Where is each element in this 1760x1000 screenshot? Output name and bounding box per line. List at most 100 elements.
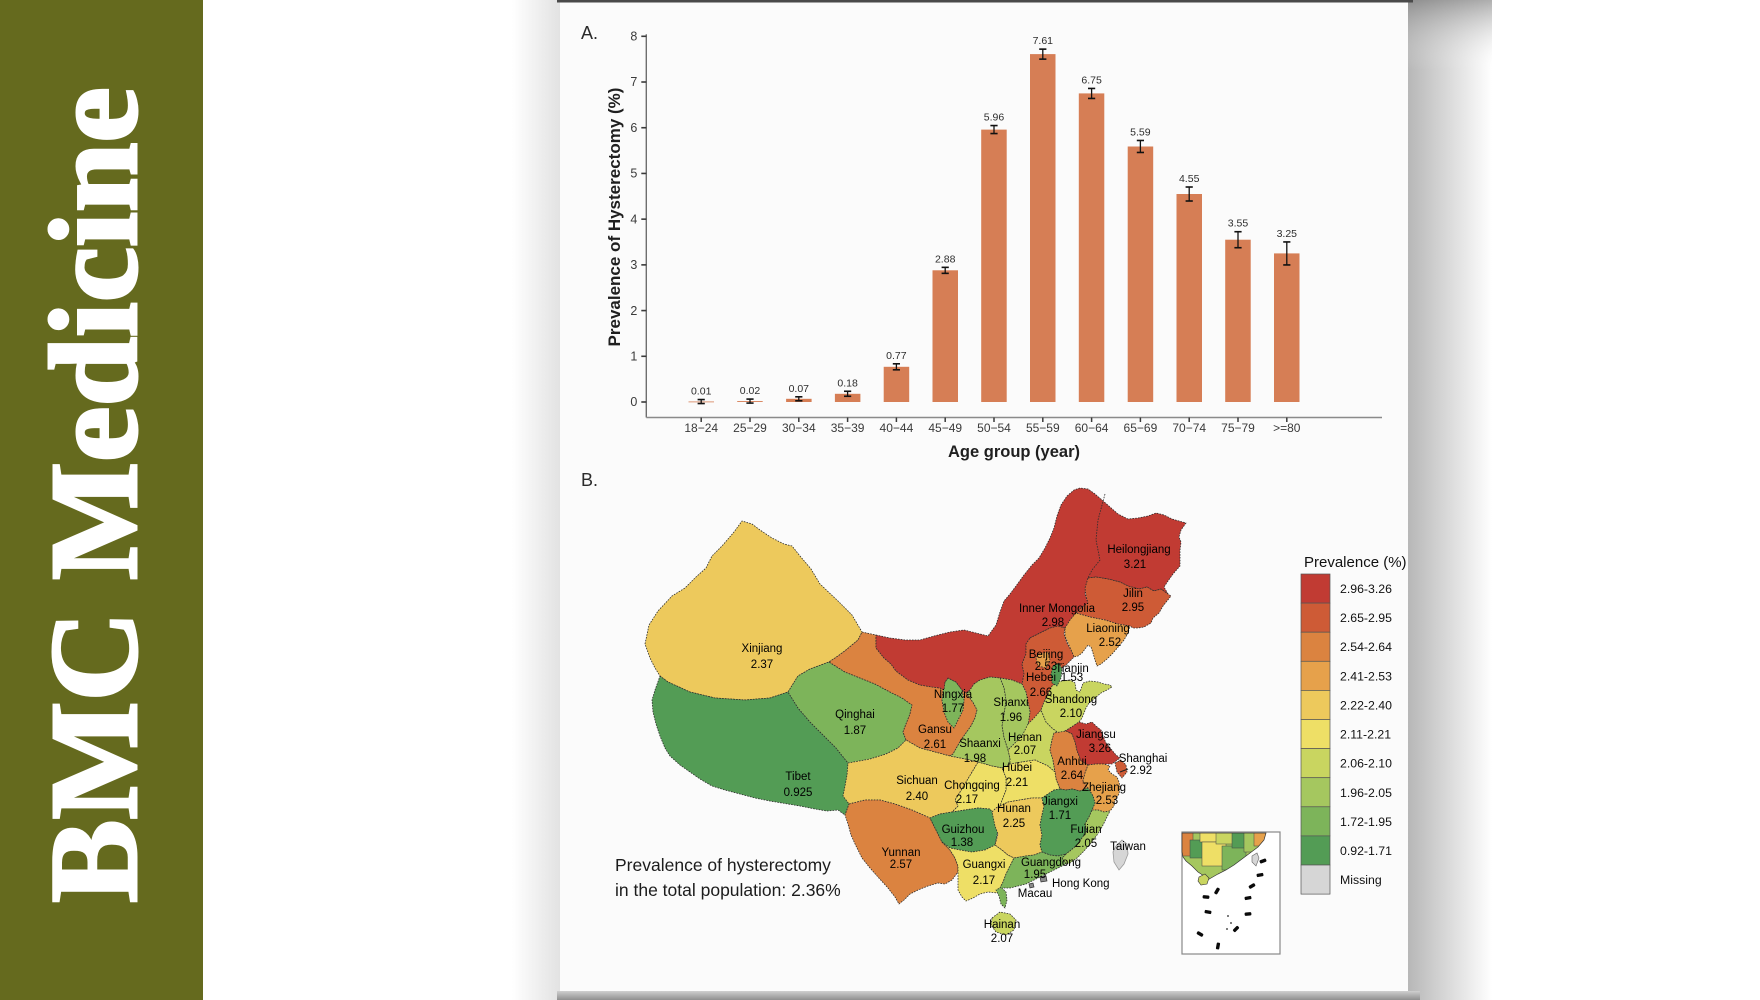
svg-text:Shandong: Shandong [1045,694,1097,706]
svg-text:Henan: Henan [1008,732,1042,744]
svg-text:2.11-2.21: 2.11-2.21 [1340,728,1391,742]
svg-text:Anhui: Anhui [1057,756,1086,768]
svg-text:50−54: 50−54 [977,421,1011,435]
svg-text:Inner Mongolia: Inner Mongolia [1019,603,1096,615]
svg-text:Jiangsu: Jiangsu [1076,729,1116,741]
svg-text:2.05: 2.05 [1075,838,1097,850]
svg-text:3: 3 [630,258,637,272]
svg-text:2.61: 2.61 [924,739,946,751]
svg-text:Tianjin: Tianjin [1055,663,1088,675]
svg-text:18−24: 18−24 [684,421,718,435]
svg-text:2.25: 2.25 [1003,818,1025,830]
svg-text:2.66: 2.66 [1030,687,1052,699]
svg-text:35−39: 35−39 [831,421,865,435]
svg-text:>=80: >=80 [1273,421,1301,435]
svg-text:Jiangxi: Jiangxi [1042,796,1078,808]
svg-text:2.17: 2.17 [973,875,995,887]
svg-text:0.07: 0.07 [789,383,810,395]
svg-text:45−49: 45−49 [928,421,962,435]
svg-text:4.55: 4.55 [1179,173,1200,185]
svg-text:Heilongjiang: Heilongjiang [1107,544,1170,556]
svg-text:2.52: 2.52 [1099,637,1121,649]
svg-text:Hebei: Hebei [1026,672,1056,684]
svg-text:2: 2 [630,304,637,318]
svg-text:2.64: 2.64 [1061,770,1084,782]
svg-text:2.98: 2.98 [1042,617,1064,629]
svg-text:2.41-2.53: 2.41-2.53 [1340,669,1392,683]
svg-text:B.: B. [581,470,598,490]
svg-text:Hainan: Hainan [984,919,1020,931]
svg-text:65−69: 65−69 [1124,421,1158,435]
svg-text:Liaoning: Liaoning [1086,623,1129,635]
svg-text:2.07: 2.07 [991,933,1013,945]
svg-text:4: 4 [630,212,637,226]
svg-text:25−29: 25−29 [733,421,767,435]
svg-text:2.65-2.95: 2.65-2.95 [1340,611,1392,625]
svg-text:2.22-2.40: 2.22-2.40 [1340,698,1392,712]
svg-text:0.18: 0.18 [837,377,858,389]
svg-text:70−74: 70−74 [1172,421,1206,435]
svg-text:1.96-2.05: 1.96-2.05 [1340,786,1392,800]
svg-text:3.55: 3.55 [1228,218,1249,230]
svg-text:2.17: 2.17 [956,794,978,806]
svg-text:Jilin: Jilin [1123,588,1143,600]
svg-text:Macau: Macau [1018,888,1053,900]
svg-text:2.92: 2.92 [1130,765,1152,777]
svg-text:in the total population: 2.36%: in the total population: 2.36% [615,880,841,900]
svg-text:0: 0 [630,395,637,409]
svg-text:3.26: 3.26 [1089,743,1111,755]
svg-text:Prevalence (%): Prevalence (%) [1304,554,1407,571]
svg-text:Fujian: Fujian [1070,824,1101,836]
svg-text:0.92-1.71: 0.92-1.71 [1340,844,1392,858]
svg-text:3.21: 3.21 [1124,559,1146,571]
svg-text:6: 6 [630,121,637,135]
svg-text:Tibet: Tibet [785,771,811,783]
svg-text:1.87: 1.87 [844,725,866,737]
svg-text:1: 1 [630,349,637,363]
svg-text:Missing: Missing [1340,873,1382,887]
svg-text:Guizhou: Guizhou [942,824,985,836]
svg-text:2.21: 2.21 [1006,777,1028,789]
svg-text:7.61: 7.61 [1033,35,1054,47]
svg-text:Hunan: Hunan [997,803,1031,815]
svg-text:BMC Medicine: BMC Medicine [26,87,164,903]
svg-text:3.25: 3.25 [1277,228,1298,240]
svg-text:Guangxi: Guangxi [963,859,1006,871]
svg-text:1.72-1.95: 1.72-1.95 [1340,815,1392,829]
svg-text:Shanxi: Shanxi [993,697,1028,709]
svg-text:1.71: 1.71 [1049,810,1071,822]
svg-text:5.96: 5.96 [984,112,1005,124]
svg-text:Yunnan: Yunnan [881,847,920,859]
svg-text:1.77: 1.77 [942,703,964,715]
svg-text:2.57: 2.57 [890,859,912,871]
svg-text:60−64: 60−64 [1075,421,1109,435]
svg-text:Chongqing: Chongqing [944,780,1000,792]
svg-text:7: 7 [630,75,637,89]
svg-text:6.75: 6.75 [1081,74,1102,86]
svg-text:Hubei: Hubei [1002,762,1032,774]
svg-text:Prevalence of Hysterectomy (%): Prevalence of Hysterectomy (%) [605,88,624,347]
svg-text:A.: A. [581,23,598,43]
svg-text:2.07: 2.07 [1014,745,1036,757]
svg-text:2.10: 2.10 [1060,708,1082,720]
svg-text:0.01: 0.01 [691,386,712,398]
svg-text:2.06-2.10: 2.06-2.10 [1340,757,1392,771]
svg-text:1.53: 1.53 [1061,672,1083,684]
svg-text:Prevalence of hysterectomy: Prevalence of hysterectomy [615,855,831,875]
svg-text:8: 8 [630,30,637,44]
svg-text:1.38: 1.38 [951,837,973,849]
svg-text:2.37: 2.37 [751,659,773,671]
svg-text:Hong Kong: Hong Kong [1052,878,1110,890]
svg-text:Guangdong: Guangdong [1021,857,1081,869]
svg-text:0.77: 0.77 [886,350,907,362]
svg-text:2.96-3.26: 2.96-3.26 [1340,582,1392,596]
svg-text:2.88: 2.88 [935,253,956,265]
svg-text:Taiwan: Taiwan [1110,841,1146,853]
svg-text:Xinjiang: Xinjiang [742,643,783,655]
svg-text:30−34: 30−34 [782,421,816,435]
svg-text:Ningxia: Ningxia [934,689,973,701]
svg-text:Sichuan: Sichuan [896,775,938,787]
svg-text:2.53: 2.53 [1035,661,1057,673]
svg-text:0.02: 0.02 [740,385,761,397]
svg-text:75−79: 75−79 [1221,421,1255,435]
